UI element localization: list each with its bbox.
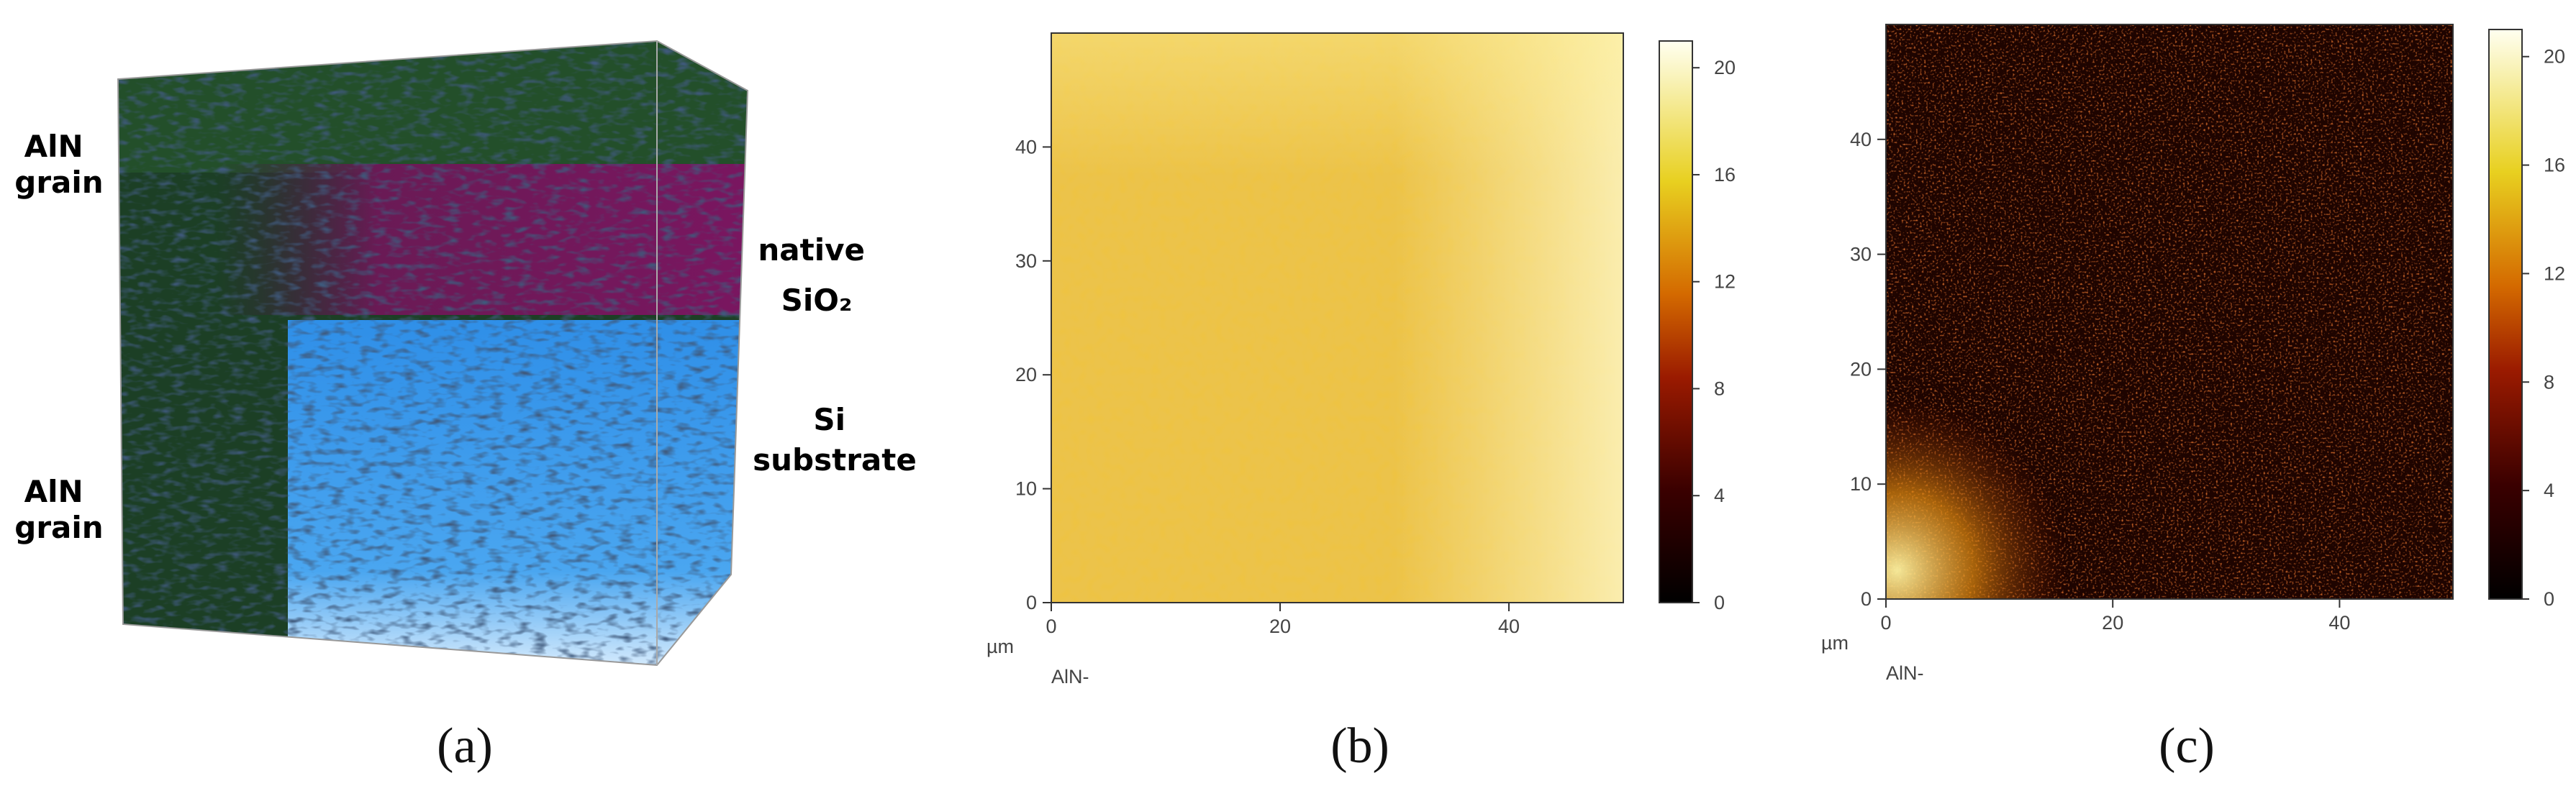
colorbar	[1659, 40, 1693, 603]
panel-label: (b)	[1330, 718, 1389, 774]
y-tick-label: 10	[1015, 478, 1037, 500]
x-tick-label: 20	[1269, 616, 1291, 637]
annotation: AlN grain	[14, 474, 103, 545]
heatmap	[1886, 24, 2453, 599]
colorbar-tick-label: 16	[2544, 155, 2565, 176]
colorbar-tick-label: 12	[2544, 262, 2565, 284]
panel-label: (a)	[437, 718, 493, 774]
y-tick-label: 0	[1026, 592, 1037, 613]
annotation: Si substrate	[753, 402, 917, 477]
colorbar-tick-label: 0	[1714, 592, 1725, 613]
panel-label: (c)	[2159, 718, 2215, 774]
colorbar-tick-label: 16	[1714, 164, 1736, 186]
colorbar-tick-label: 20	[1714, 57, 1736, 78]
colorbar-tick-label: 12	[1714, 271, 1736, 293]
plot-frame	[1885, 24, 2454, 600]
plot-frame	[1051, 32, 1624, 603]
colorbar-tick-label: 4	[1714, 485, 1725, 506]
colorbar-tick-label: 8	[2544, 371, 2554, 393]
colorbar-tick-label: 8	[1714, 378, 1725, 399]
colorbar	[2488, 29, 2523, 600]
y-tick-label: 40	[1015, 136, 1037, 157]
unit-label: µm	[1821, 632, 1849, 654]
annotation: native SiO₂	[758, 232, 875, 318]
x-tick-label: 20	[2102, 612, 2123, 634]
annotation: AlN grain	[14, 129, 103, 200]
axis-label: AlN-	[1886, 662, 1924, 684]
volume-render	[118, 41, 748, 665]
heatmap	[1051, 33, 1623, 603]
y-tick-label: 0	[1861, 588, 1872, 610]
y-tick-label: 30	[1015, 250, 1037, 272]
y-tick-label: 20	[1015, 364, 1037, 385]
y-tick-label: 30	[1850, 244, 1872, 265]
x-tick-label: 0	[1046, 616, 1056, 637]
x-tick-label: 0	[1880, 612, 1891, 634]
axis-label: AlN-	[1051, 666, 1089, 687]
colorbar-tick-label: 4	[2544, 480, 2554, 501]
colorbar-tick-label: 0	[2544, 588, 2554, 610]
unit-label: µm	[987, 636, 1014, 657]
y-tick-label: 40	[1850, 129, 1872, 150]
colorbar-tick-label: 20	[2544, 46, 2565, 68]
y-tick-label: 10	[1850, 473, 1872, 495]
x-tick-label: 40	[1498, 616, 1520, 637]
x-tick-label: 40	[2328, 612, 2350, 634]
y-tick-label: 20	[1850, 358, 1872, 380]
